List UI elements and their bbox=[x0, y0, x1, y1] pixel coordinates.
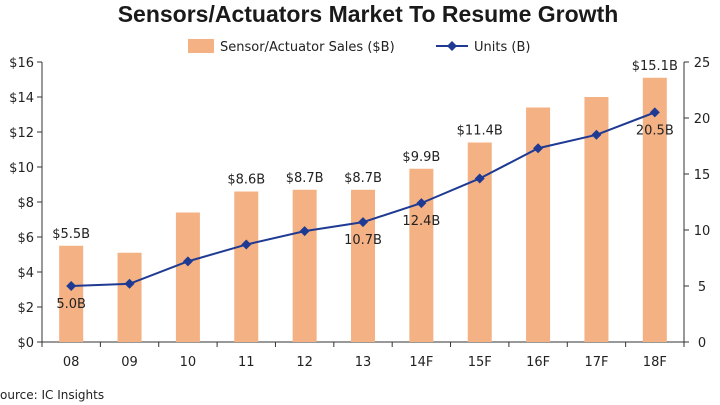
y-left-tick-label: $14 bbox=[9, 91, 34, 106]
bar-data-label: $9.9B bbox=[402, 150, 440, 165]
x-tick-label: 12 bbox=[296, 355, 313, 370]
bar bbox=[117, 252, 142, 342]
bar bbox=[234, 191, 259, 342]
chart-title: Sensors/Actuators Market To Resume Growt… bbox=[118, 1, 619, 27]
x-tick-label: 10 bbox=[180, 355, 197, 370]
y-right-tick-label: 20 bbox=[694, 112, 711, 127]
units-point bbox=[358, 217, 368, 228]
bar-data-label: $15.1B bbox=[632, 59, 678, 74]
legend-swatch-sales bbox=[188, 39, 214, 53]
bar bbox=[292, 189, 317, 342]
bar-data-label: $8.7B bbox=[286, 171, 324, 186]
x-tick-label: 16F bbox=[526, 355, 550, 370]
legend-label-sales: Sensor/Actuator Sales ($B) bbox=[220, 40, 395, 55]
plot-area: $0 $2 $4 $6 $8 $10 $12 $14 $16 0 5 10 15 20 25 08 09 10 11… bbox=[9, 56, 710, 370]
units-point bbox=[474, 173, 485, 184]
units-point bbox=[241, 239, 252, 250]
bar bbox=[526, 107, 551, 342]
bar bbox=[175, 212, 200, 342]
y-left-tick-label: $16 bbox=[9, 56, 34, 71]
units-data-label: 5.0B bbox=[56, 297, 86, 312]
bar-data-label: $5.5B bbox=[52, 227, 90, 242]
y-right-tick-label: 15 bbox=[694, 168, 711, 183]
source-note: ource: IC Insights bbox=[0, 388, 104, 402]
units-point bbox=[66, 281, 77, 291]
bar-data-label: $11.4B bbox=[457, 124, 503, 139]
bar bbox=[642, 77, 667, 342]
bar bbox=[409, 168, 434, 342]
units-point bbox=[533, 143, 544, 154]
y-right-tick-label: 0 bbox=[698, 336, 706, 351]
x-tick-label: 14F bbox=[409, 355, 433, 370]
x-tick-label: 11 bbox=[238, 355, 255, 370]
x-tick-label: 15F bbox=[468, 355, 492, 370]
units-point bbox=[416, 198, 427, 209]
bar bbox=[59, 245, 84, 342]
y-left-tick-label: $8 bbox=[17, 196, 34, 211]
bar-data-label: $8.6B bbox=[227, 173, 265, 188]
x-tick-label: 08 bbox=[63, 355, 80, 370]
y-left-tick-label: $6 bbox=[17, 231, 34, 246]
bar bbox=[351, 189, 375, 342]
x-tick-label: 09 bbox=[121, 355, 138, 370]
bar bbox=[467, 142, 492, 342]
y-right-tick-label: 25 bbox=[694, 56, 711, 71]
units-point bbox=[182, 256, 193, 267]
units-data-label: 10.7B bbox=[344, 233, 382, 248]
units-data-label: 20.5B bbox=[636, 123, 674, 138]
units-point bbox=[649, 107, 660, 118]
y-right-tick-label: 10 bbox=[694, 224, 711, 239]
y-left-tick-label: $2 bbox=[17, 301, 34, 316]
units-point bbox=[124, 278, 135, 289]
legend-swatch-units-marker bbox=[447, 41, 457, 51]
units-data-label: 12.4B bbox=[402, 214, 440, 229]
y-left-tick-label: $4 bbox=[17, 266, 34, 281]
x-tick-label: 13 bbox=[355, 355, 372, 370]
y-right-tick-label: 5 bbox=[698, 280, 706, 295]
x-tick-label: 17F bbox=[584, 355, 608, 370]
units-point bbox=[591, 129, 602, 140]
legend-label-units: Units (B) bbox=[474, 40, 530, 55]
x-tick-label: 18F bbox=[643, 355, 667, 370]
units-point bbox=[299, 226, 310, 237]
legend: Sensor/Actuator Sales ($B) Units (B) bbox=[188, 39, 530, 55]
bar-data-label: $8.7B bbox=[344, 171, 382, 186]
y-left-tick-label: $0 bbox=[17, 336, 34, 351]
y-left-tick-label: $10 bbox=[9, 161, 34, 176]
y-left-tick-label: $12 bbox=[9, 126, 34, 141]
